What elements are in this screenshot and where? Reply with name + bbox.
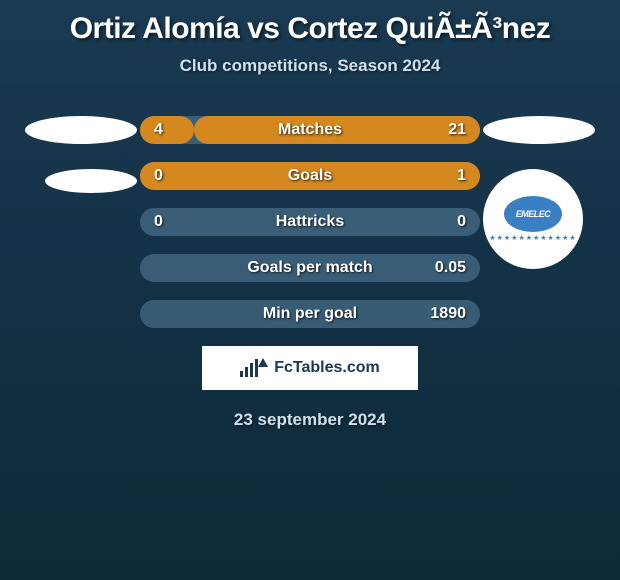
stat-row: 4 Matches 21 [140,116,480,144]
club-stars-icon: ★★★★★★★★★★★★ [489,234,576,242]
stat-label: Hattricks [276,213,344,231]
stat-label: Min per goal [263,305,357,323]
player-badge-right-1 [483,116,595,144]
date-label: 23 september 2024 [0,410,620,430]
stat-row: Goals per match 0.05 [140,254,480,282]
brand-footer: FcTables.com [202,346,418,390]
page-subtitle: Club competitions, Season 2024 [0,56,620,76]
chart-icon [240,359,268,377]
brand-name: FcTables.com [274,359,380,377]
stat-row: Min per goal 1890 [140,300,480,328]
stat-value-right: 1890 [430,305,466,323]
stats-container: 4 Matches 21 0 Goals 1 0 Hattricks 0 Goals per ma… [140,116,480,328]
stat-value-left: 0 [154,213,163,231]
player-badge-left-2 [45,169,137,193]
club-badge-text: EMELEC [504,196,562,232]
content-area: EMELEC ★★★★★★★★★★★★ 4 Matches 21 0 Goals 1 0 Ha… [0,116,620,430]
stat-row: 0 Hattricks 0 [140,208,480,236]
stat-label: Matches [278,121,342,139]
stat-value-right: 21 [448,121,466,139]
stat-row: 0 Goals 1 [140,162,480,190]
club-badge: EMELEC ★★★★★★★★★★★★ [483,169,583,269]
stat-value-right: 1 [457,167,466,185]
player-badge-left-1 [25,116,137,144]
stat-value-right: 0.05 [435,259,466,277]
page-title: Ortiz Alomía vs Cortez QuiÃ±Ã³nez [0,0,620,46]
stat-label: Goals per match [247,259,372,277]
right-badges-column: EMELEC ★★★★★★★★★★★★ [483,116,595,269]
stat-value-left: 4 [154,121,163,139]
stat-value-right: 0 [457,213,466,231]
left-badges-column [25,116,137,193]
stat-bar-left [140,116,194,144]
stat-label: Goals [288,167,332,185]
stat-value-left: 0 [154,167,163,185]
